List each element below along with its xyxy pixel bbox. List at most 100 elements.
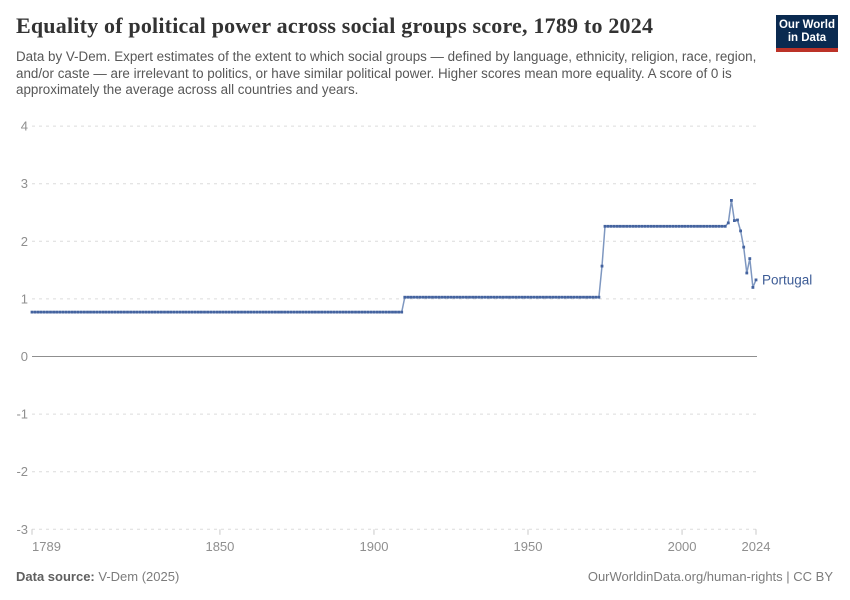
- data-point-marker: [711, 224, 715, 228]
- data-point-marker: [178, 310, 182, 314]
- data-point-marker: [582, 295, 585, 299]
- data-point-marker: [89, 310, 92, 314]
- data-point-marker: [526, 295, 530, 299]
- data-point-marker: [224, 310, 228, 314]
- data-point-marker: [113, 310, 117, 314]
- data-point-marker: [572, 295, 576, 299]
- data-point-marker: [175, 310, 179, 314]
- data-point-marker: [209, 310, 213, 314]
- data-point-marker: [686, 224, 690, 228]
- data-point-marker: [332, 310, 336, 314]
- data-point-marker: [489, 295, 493, 299]
- data-point-marker: [443, 295, 447, 299]
- data-point-marker: [160, 310, 163, 314]
- data-point-marker: [360, 310, 364, 314]
- data-point-marker: [280, 310, 283, 314]
- data-point-marker: [193, 310, 197, 314]
- data-point-marker: [569, 295, 573, 299]
- data-point-marker: [116, 310, 120, 314]
- y-tick-label: -2: [16, 464, 28, 479]
- data-point-marker: [720, 224, 724, 228]
- data-point-marker: [153, 310, 157, 314]
- y-tick-label: -3: [16, 522, 28, 537]
- x-tick-label: 1850: [205, 539, 234, 554]
- data-point-marker: [30, 310, 34, 314]
- data-point-marker: [311, 310, 314, 314]
- data-point-marker: [511, 295, 514, 299]
- chart-subtitle: Data by V-Dem. Expert estimates of the e…: [16, 49, 757, 97]
- data-point-marker: [418, 295, 422, 299]
- data-point-marker: [532, 295, 536, 299]
- data-point-marker: [483, 295, 487, 299]
- data-point-marker: [369, 310, 373, 314]
- data-point-marker: [609, 224, 613, 228]
- x-tick-label: 1950: [514, 539, 543, 554]
- data-point-marker: [628, 224, 632, 228]
- data-point-marker: [61, 310, 65, 314]
- data-point-marker: [708, 224, 712, 228]
- data-point-marker: [270, 310, 274, 314]
- data-point-marker: [514, 295, 518, 299]
- data-point-marker: [203, 310, 206, 314]
- data-point-marker: [452, 295, 456, 299]
- data-point-marker: [110, 310, 114, 314]
- data-point-marker: [76, 310, 80, 314]
- data-point-marker: [301, 310, 305, 314]
- data-point-marker: [745, 271, 749, 275]
- data-point-marker: [622, 224, 625, 228]
- data-point-marker: [671, 224, 675, 228]
- data-point-marker: [107, 310, 111, 314]
- data-point-marker: [181, 310, 185, 314]
- data-point-marker: [557, 295, 561, 299]
- data-point-marker: [424, 295, 428, 299]
- data-point-marker: [693, 224, 696, 228]
- data-point-marker: [52, 310, 55, 314]
- data-point-marker: [70, 310, 74, 314]
- data-point-marker: [98, 310, 102, 314]
- data-point-marker: [751, 286, 755, 289]
- data-point-marker: [634, 224, 638, 228]
- data-point-marker: [46, 310, 49, 314]
- entity-label-portugal[interactable]: Portugal: [762, 272, 812, 287]
- data-point-marker: [375, 310, 379, 314]
- y-tick-label: 3: [21, 176, 28, 191]
- data-point-marker: [169, 310, 172, 314]
- data-point-marker: [412, 295, 416, 299]
- data-point-marker: [150, 310, 154, 314]
- chart-title: Equality of political power across socia…: [16, 13, 654, 38]
- data-point-marker: [366, 310, 370, 314]
- data-point-marker: [606, 224, 610, 228]
- data-point-marker: [461, 295, 465, 299]
- data-point-marker: [591, 295, 595, 299]
- data-point-marker: [554, 295, 558, 299]
- data-point-marker: [206, 310, 209, 314]
- data-point-marker: [449, 295, 453, 299]
- data-point-marker: [55, 310, 58, 314]
- data-point-marker: [680, 224, 684, 228]
- data-point-marker: [86, 310, 89, 314]
- data-point-marker: [73, 310, 77, 314]
- data-point-marker: [129, 310, 132, 314]
- data-point-marker: [726, 221, 730, 225]
- data-point-marker: [323, 310, 327, 314]
- data-point-marker: [252, 310, 256, 314]
- data-point-marker: [233, 310, 237, 314]
- data-point-marker: [104, 310, 108, 314]
- data-point-marker: [320, 310, 323, 314]
- data-point-marker: [409, 295, 413, 299]
- data-point-marker: [440, 295, 444, 299]
- data-point-marker: [560, 295, 564, 299]
- data-point-marker: [542, 295, 545, 299]
- data-point-marker: [126, 310, 129, 314]
- portugal-line-series[interactable]: [32, 200, 757, 313]
- data-point-marker: [415, 295, 419, 299]
- data-point-marker: [548, 295, 551, 299]
- footer-link[interactable]: OurWorldinData.org/human-rights | CC BY: [587, 569, 833, 584]
- data-point-marker: [378, 310, 382, 314]
- data-point-marker: [218, 310, 222, 314]
- data-point-marker: [166, 310, 169, 314]
- data-point-marker: [237, 310, 240, 314]
- data-point-marker: [662, 224, 665, 228]
- data-point-marker: [329, 310, 333, 314]
